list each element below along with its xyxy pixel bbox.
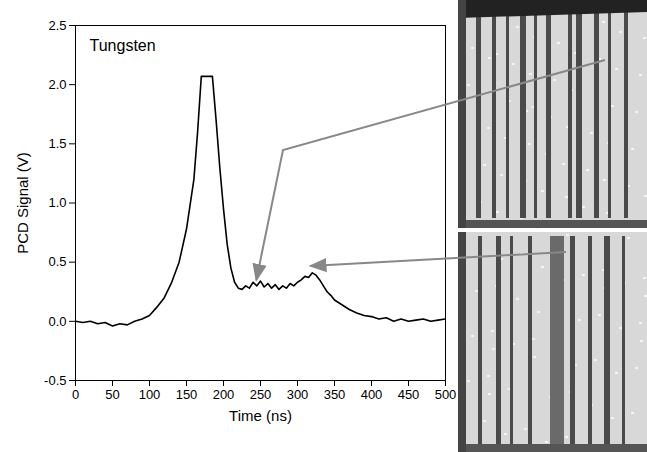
svg-text:400: 400 [361, 387, 383, 402]
svg-text:450: 450 [398, 387, 420, 402]
svg-text:0.5: 0.5 [48, 254, 66, 269]
svg-text:Tungsten: Tungsten [90, 37, 156, 54]
svg-text:200: 200 [213, 387, 235, 402]
svg-text:2.5: 2.5 [48, 18, 66, 33]
svg-text:1.0: 1.0 [48, 195, 66, 210]
svg-text:Time (ns): Time (ns) [229, 407, 292, 424]
svg-text:-0.5: -0.5 [44, 373, 66, 388]
svg-text:500: 500 [435, 387, 457, 402]
svg-text:0: 0 [72, 387, 79, 402]
svg-text:PCD Signal (V): PCD Signal (V) [14, 152, 31, 254]
svg-text:350: 350 [324, 387, 346, 402]
svg-text:0.0: 0.0 [48, 313, 66, 328]
svg-text:1.5: 1.5 [48, 136, 66, 151]
svg-text:100: 100 [139, 387, 161, 402]
svg-text:250: 250 [250, 387, 272, 402]
svg-text:2.0: 2.0 [48, 77, 66, 92]
svg-text:150: 150 [176, 387, 198, 402]
svg-text:300: 300 [287, 387, 309, 402]
svg-text:50: 50 [105, 387, 119, 402]
